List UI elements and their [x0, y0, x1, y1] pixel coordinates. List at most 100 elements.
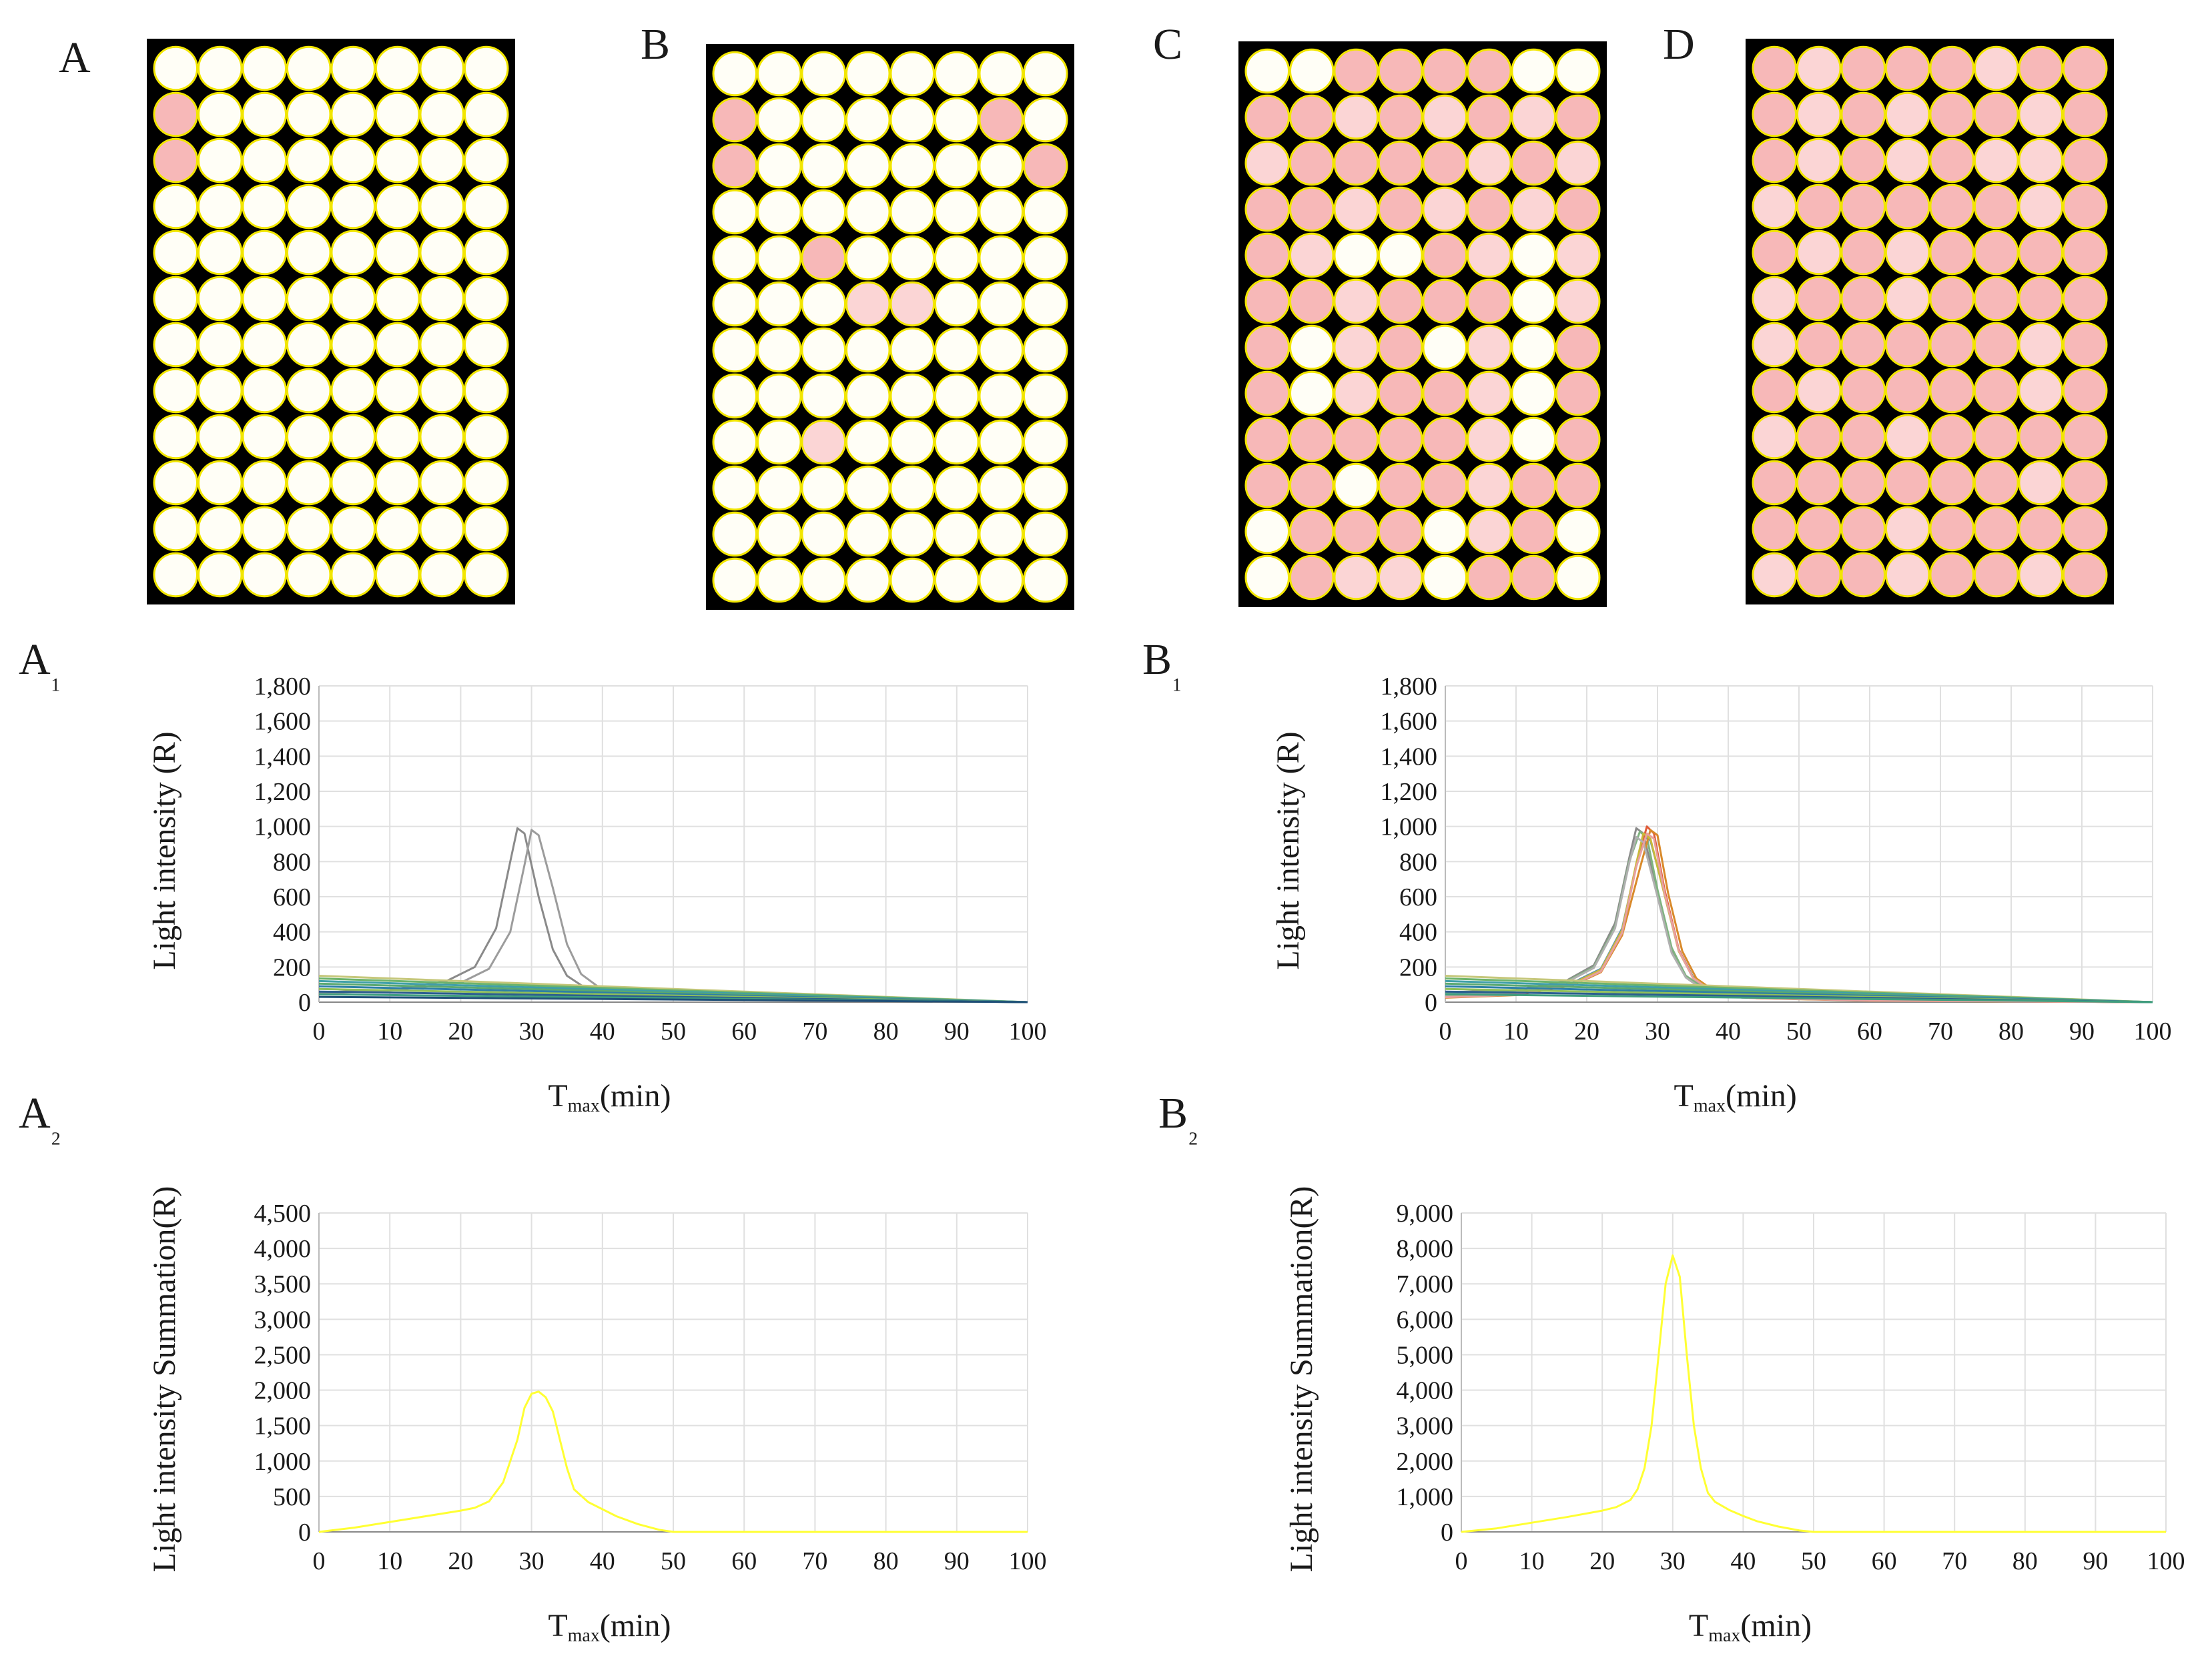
chart-1: A₁ 0 10 20 30 40 50 60 70 80 90 100 0 200 400 600 800 1,0…: [19, 635, 1047, 1116]
well: [153, 552, 198, 598]
well: [1840, 552, 1886, 598]
plates-layer: A B C D: [59, 20, 2114, 610]
well: [757, 97, 802, 143]
well: [1467, 48, 1512, 94]
well: [153, 183, 198, 230]
well: [712, 97, 757, 143]
well: [1555, 140, 1601, 186]
x-tick-label: 40: [1716, 1017, 1741, 1046]
well: [934, 51, 980, 97]
well: [1796, 322, 1842, 368]
y-tick-label: 1,000: [254, 813, 312, 841]
x-tick-label: 90: [944, 1547, 970, 1575]
well: [2018, 276, 2063, 322]
x-tick-label: 80: [2012, 1547, 2038, 1575]
well: [2018, 506, 2063, 552]
well: [1885, 414, 1930, 460]
well: [1752, 414, 1797, 460]
well: [1752, 137, 1797, 183]
well: [1467, 278, 1512, 324]
x-tick-label: 100: [1009, 1017, 1047, 1046]
well: [712, 281, 757, 327]
well: [464, 460, 509, 506]
well: [1511, 370, 1556, 416]
y-tick-label: 4,000: [254, 1235, 312, 1263]
well: [1333, 94, 1379, 140]
well: [1023, 97, 1068, 143]
well: [1422, 462, 1467, 508]
y-tick-label: 600: [273, 883, 311, 911]
well: [757, 235, 802, 281]
well: [712, 511, 757, 557]
well: [1555, 462, 1601, 508]
well: [978, 97, 1024, 143]
well: [1555, 554, 1601, 600]
well: [286, 183, 332, 230]
well: [1511, 324, 1556, 370]
x-tick-label: 50: [661, 1547, 686, 1575]
well: [1378, 140, 1423, 186]
well: [286, 45, 332, 91]
well: [1378, 370, 1423, 416]
well: [1244, 370, 1290, 416]
well: [2018, 137, 2063, 183]
well: [1289, 140, 1335, 186]
well: [419, 460, 464, 506]
x-tick-label: 90: [2083, 1547, 2108, 1575]
well: [330, 276, 376, 322]
panel-label: D: [1663, 20, 1695, 69]
well: [153, 91, 198, 137]
well: [2018, 414, 2063, 460]
well: [2063, 552, 2108, 598]
well: [153, 460, 198, 506]
well: [1885, 230, 1930, 276]
well: [1467, 94, 1512, 140]
well: [1333, 140, 1379, 186]
well: [1289, 232, 1335, 278]
well: [286, 137, 332, 183]
well: [375, 368, 420, 414]
well: [286, 414, 332, 460]
y-tick-label: 0: [1425, 989, 1437, 1017]
y-tick-label: 400: [273, 919, 311, 947]
well: [1467, 370, 1512, 416]
well: [464, 552, 509, 598]
well: [242, 45, 287, 91]
well: [845, 281, 891, 327]
well: [1289, 278, 1335, 324]
well: [712, 327, 757, 373]
well: [1840, 460, 1886, 506]
well: [934, 235, 980, 281]
well: [1422, 140, 1467, 186]
x-tick-label: 70: [802, 1547, 827, 1575]
x-tick-label: 40: [590, 1017, 615, 1046]
well: [1974, 552, 2019, 598]
well: [242, 91, 287, 137]
well: [712, 189, 757, 235]
well: [1840, 414, 1886, 460]
x-tick-label: 100: [2134, 1017, 2172, 1046]
well: [934, 465, 980, 511]
well: [286, 91, 332, 137]
well: [330, 414, 376, 460]
x-tick-label: 30: [1660, 1547, 1686, 1575]
well: [464, 276, 509, 322]
well: [934, 189, 980, 235]
well: [1796, 506, 1842, 552]
x-tick-label: 0: [1439, 1017, 1452, 1046]
x-tick-label: 50: [1786, 1017, 1812, 1046]
well: [375, 322, 420, 368]
well-plate-d: D: [1663, 20, 2114, 604]
y-tick-label: 1,200: [1381, 778, 1438, 806]
well: [1023, 235, 1068, 281]
well: [801, 465, 846, 511]
y-tick-label: 6,000: [1397, 1306, 1454, 1334]
well: [1244, 94, 1290, 140]
well: [2063, 322, 2108, 368]
well: [375, 276, 420, 322]
well: [2063, 91, 2108, 137]
well: [1555, 370, 1601, 416]
well: [1378, 186, 1423, 232]
well: [1752, 368, 1797, 414]
y-tick-label: 9,000: [1397, 1200, 1454, 1228]
